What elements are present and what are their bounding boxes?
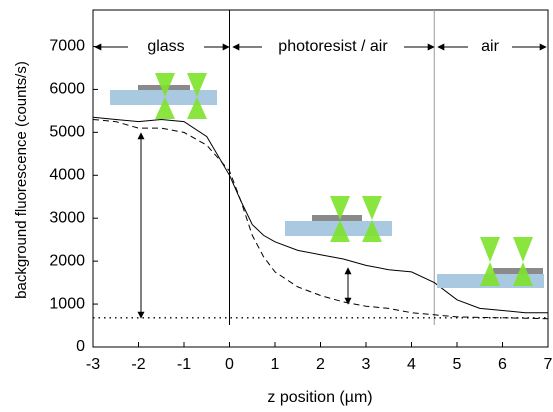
y-tick-label: 3000 bbox=[49, 209, 85, 226]
plot-frame bbox=[92, 9, 549, 348]
x-tick-label: 0 bbox=[225, 356, 234, 373]
y-tick-label: 2000 bbox=[49, 252, 85, 269]
x-tick-label: -3 bbox=[86, 356, 100, 373]
marks bbox=[92, 10, 549, 325]
x-tick-label: -2 bbox=[131, 356, 145, 373]
x-tick-label: 4 bbox=[407, 356, 416, 373]
region-label: photoresist / air bbox=[278, 38, 388, 55]
x-tick-label: 2 bbox=[316, 356, 325, 373]
region-label: glass bbox=[147, 38, 184, 55]
air-icon bbox=[437, 237, 544, 288]
y-tick-label: 4000 bbox=[49, 166, 85, 183]
photoresist-icon bbox=[285, 196, 392, 242]
x-tick-label: 1 bbox=[271, 356, 280, 373]
glass-icon bbox=[110, 73, 217, 119]
data-line bbox=[92, 119, 549, 320]
y-tick-label: 6000 bbox=[49, 81, 85, 98]
x-tick-label: -1 bbox=[177, 356, 191, 373]
y-tick-label: 1000 bbox=[49, 295, 85, 312]
x-axis-title: z position (µm) bbox=[267, 389, 372, 406]
x-tick-label: 7 bbox=[544, 356, 553, 373]
y-tick-label: 5000 bbox=[49, 124, 85, 141]
y-axis-title: background fluorescence (counts/s) bbox=[13, 61, 30, 299]
x-tick-label: 6 bbox=[498, 356, 507, 373]
data-line bbox=[92, 116, 548, 314]
x-tick-label: 5 bbox=[453, 356, 462, 373]
y-tick-label: 0 bbox=[76, 338, 85, 355]
x-tick-label: 3 bbox=[362, 356, 371, 373]
region-label: air bbox=[481, 38, 499, 55]
y-tick-label: 7000 bbox=[49, 38, 85, 55]
